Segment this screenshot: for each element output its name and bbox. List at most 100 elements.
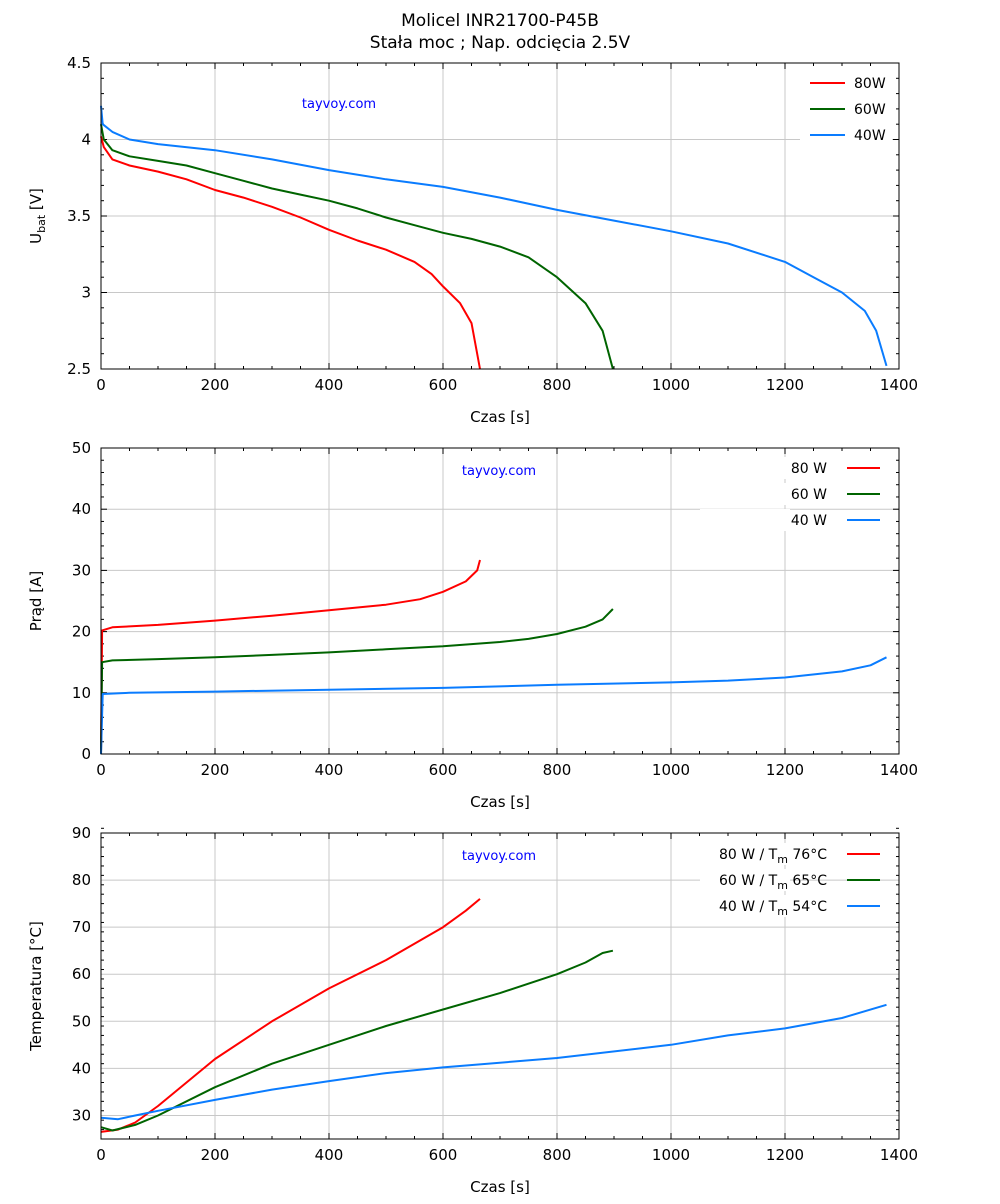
- legend-label-main: 60 W: [791, 487, 827, 503]
- x-axis-label: Czas [s]: [470, 408, 530, 426]
- x-tick-label: 600: [429, 1146, 458, 1164]
- series-line-40w: [100, 656, 887, 755]
- watermark: tayvoy.com: [462, 464, 536, 479]
- legend-label-sub: m: [777, 879, 788, 892]
- x-tick-label: 1200: [766, 376, 804, 394]
- legend-label-suffix: 65°C: [788, 873, 827, 889]
- legend-label-main: 60 W / T: [719, 873, 778, 889]
- x-axis-label: Czas [s]: [470, 793, 530, 811]
- x-tick-label: 1400: [880, 376, 918, 394]
- plot-frame: [100, 62, 900, 370]
- series-line-60w: [100, 949, 614, 1132]
- y-tick-label: 20: [72, 623, 91, 641]
- legend-label: 80 W: [791, 461, 827, 477]
- legend-label-suffix: 76°C: [788, 847, 827, 863]
- x-tick-label: 1400: [880, 1146, 918, 1164]
- x-tick-label: 1400: [880, 761, 918, 779]
- legend-label-sub: m: [777, 905, 788, 918]
- legend-label-main: 40 W / T: [719, 899, 778, 915]
- x-tick-label: 800: [543, 376, 572, 394]
- subplot-2: 0 200 400 600 800 1000 1200 1400 0 10 20 30 40 50 Czas…: [27, 439, 918, 811]
- y-tick-label: 50: [72, 1012, 91, 1030]
- legend-label: 80W: [854, 76, 886, 92]
- plot-frame: [100, 447, 900, 755]
- series-line-60w: [100, 124, 614, 370]
- legend-label: 60 W / Tm 65°C: [719, 873, 827, 892]
- y-tick-label: 2.5: [67, 360, 91, 378]
- x-tick-label: 600: [429, 376, 458, 394]
- y-tick-label: 80: [72, 871, 91, 889]
- x-tick-label: 400: [315, 1146, 344, 1164]
- legend-background: [700, 509, 790, 531]
- series-line-80w: [100, 559, 481, 755]
- legend: 80 W 60 W 40 W: [700, 457, 880, 531]
- x-axis-label: Czas [s]: [470, 1178, 530, 1196]
- x-tick-label: 1000: [652, 1146, 690, 1164]
- subplot-1: 0 200 400 600 800 1000 1200 1400 2.5 3 3.5 4 4.5 Czas…: [27, 54, 918, 426]
- plot-frame: [100, 832, 900, 1140]
- legend-label: 60 W: [791, 487, 827, 503]
- x-tick-label: 600: [429, 761, 458, 779]
- y-axis-label-main: Prąd [A]: [27, 571, 45, 631]
- x-tick-label: 1000: [652, 376, 690, 394]
- series-line-40w: [100, 105, 888, 367]
- legend-label: 80 W / Tm 76°C: [719, 847, 827, 866]
- x-tick-label: 0: [96, 1146, 106, 1164]
- y-axis-label: Prąd [A]: [27, 571, 45, 631]
- x-tick-label: 800: [543, 1146, 572, 1164]
- x-tick-label: 200: [201, 761, 230, 779]
- x-tick-label: 200: [201, 376, 230, 394]
- watermark: tayvoy.com: [302, 97, 376, 112]
- y-tick-label: 40: [72, 1059, 91, 1077]
- legend: 80 W / Tm 76°C60 W / Tm 65°C40 W / Tm 54…: [700, 843, 880, 918]
- legend-label-main: 80 W: [791, 461, 827, 477]
- legend-background: [700, 457, 790, 479]
- x-tick-label: 200: [201, 1146, 230, 1164]
- watermark: tayvoy.com: [462, 849, 536, 864]
- subplot-3: 0 200 400 600 800 1000 1200 1400 30 40 50 60 70 80 90 C…: [27, 824, 918, 1196]
- series-line-80w: [100, 898, 481, 1133]
- y-tick-label: 30: [72, 561, 91, 579]
- x-tick-label: 800: [543, 761, 572, 779]
- x-tick-label: 1200: [766, 761, 804, 779]
- legend-background: [700, 483, 790, 505]
- y-tick-label: 10: [72, 684, 91, 702]
- y-axis-label-suffix: [V]: [27, 188, 45, 215]
- series-line-60w: [100, 608, 614, 755]
- legend-label-main: 80 W / T: [719, 847, 778, 863]
- x-tick-label: 1000: [652, 761, 690, 779]
- y-tick-label: 4.5: [67, 54, 91, 72]
- y-axis-label-sub: bat: [35, 214, 48, 233]
- chart-title: Molicel INR21700-P45B: [401, 11, 599, 31]
- y-tick-label: 50: [72, 439, 91, 457]
- legend-background: [700, 895, 790, 917]
- y-tick-label: 0: [81, 745, 91, 763]
- y-tick-label: 3.5: [67, 207, 91, 225]
- legend-label-sub: m: [777, 853, 788, 866]
- y-tick-label: 4: [81, 131, 91, 149]
- legend-label-suffix: 54°C: [788, 899, 827, 915]
- legend-label: 40W: [854, 128, 886, 144]
- y-axis-label-main: Temperatura [°C]: [27, 921, 45, 1052]
- x-tick-label: 0: [96, 376, 106, 394]
- y-tick-label: 3: [81, 284, 91, 302]
- legend: 80W 60W 40W: [800, 70, 892, 146]
- series-line-80w: [100, 136, 481, 370]
- legend-background: [700, 869, 790, 891]
- y-tick-label: 30: [72, 1106, 91, 1124]
- y-tick-label: 40: [72, 500, 91, 518]
- legend-label: 40 W / Tm 54°C: [719, 899, 827, 918]
- y-tick-label: 70: [72, 918, 91, 936]
- chart-subtitle: Stała moc ; Nap. odcięcia 2.5V: [370, 33, 631, 53]
- legend-label-main: 40 W: [791, 513, 827, 529]
- y-tick-label: 90: [72, 824, 91, 842]
- y-axis-label-main: U: [27, 233, 45, 244]
- x-tick-label: 400: [315, 761, 344, 779]
- legend-label: 40 W: [791, 513, 827, 529]
- legend-background: [700, 843, 790, 865]
- y-axis-label: Ubat [V]: [27, 188, 48, 244]
- x-tick-label: 1200: [766, 1146, 804, 1164]
- series-line-40w: [100, 1003, 887, 1121]
- x-tick-label: 0: [96, 761, 106, 779]
